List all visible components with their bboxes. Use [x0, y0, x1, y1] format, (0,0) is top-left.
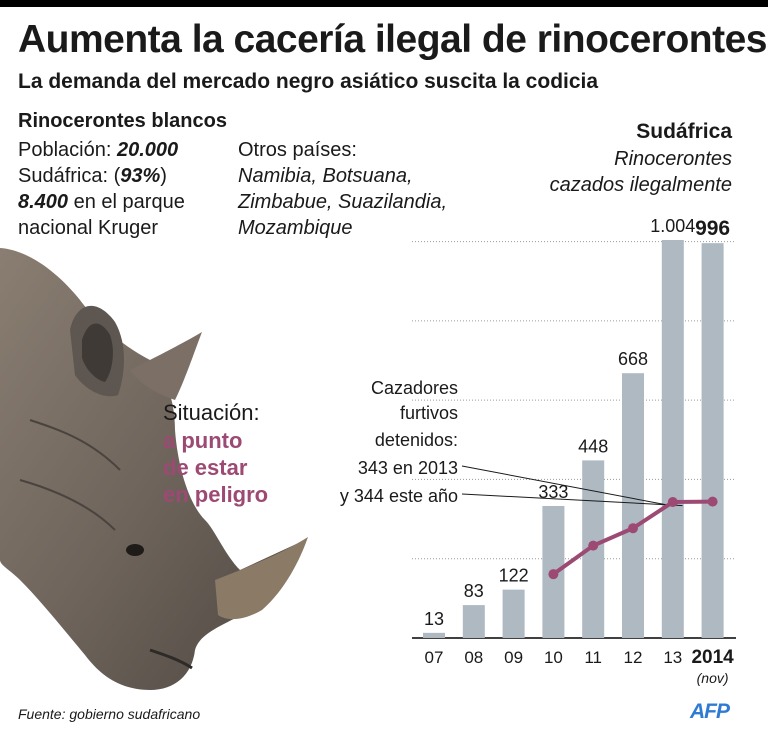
population-value: 20.000: [116, 139, 179, 161]
kruger-line: 8.400 en el parque: [18, 189, 185, 215]
x-tick-label: 13: [663, 648, 682, 667]
x-tick-label: 12: [624, 648, 643, 667]
bar: [701, 243, 724, 638]
bar-value-label: 333: [538, 482, 568, 502]
arrests-line: [548, 496, 718, 580]
kruger-text-1: en el parque: [68, 191, 185, 213]
info-heading: Rinocerontes blancos: [18, 110, 227, 132]
kruger-text-2: nacional Kruger: [18, 217, 159, 239]
arrests-point: [707, 496, 718, 507]
x-tick-label: 08: [464, 648, 483, 667]
other-countries-line-2: Zimbabue, Suazilandia,: [238, 191, 448, 213]
arrests-point: [667, 497, 678, 508]
bar: [622, 373, 644, 638]
bar-value-label: 448: [578, 436, 608, 456]
kruger-value: 8.400: [18, 191, 69, 213]
bar: [423, 632, 445, 638]
chart-grid: [412, 241, 736, 639]
south-africa-label: Sudáfrica: (: [18, 165, 121, 187]
chart-labels: 13 07 83 08 122 09 333 10 448 11 668 12 1.004 13 996 20…: [424, 216, 734, 686]
arrests-label-3: detenidos:: [374, 430, 458, 450]
arrests-label-4: 343 en 2013: [357, 458, 458, 478]
population-line: Población: 20.000: [18, 137, 178, 163]
x-tick-note: (nov): [697, 670, 729, 686]
chart-title: Sudáfrica: [636, 120, 732, 143]
source-note: Fuente: gobierno sudafricano: [18, 706, 201, 722]
x-tick-label: 10: [544, 648, 563, 667]
bar-value-label: 122: [499, 566, 529, 586]
page-title: Aumenta la cacería ilegal de rinoceronte…: [18, 18, 767, 61]
south-africa-value: 93%: [120, 165, 161, 187]
arrests-label-5: y 344 este año: [339, 486, 458, 506]
bar-value-label: 1.004: [650, 216, 695, 236]
arrests-point: [548, 569, 559, 580]
afp-logo: AFP: [690, 700, 730, 723]
x-tick-label: 07: [425, 648, 444, 667]
other-countries-line-1: Namibia, Botsuana,: [238, 165, 413, 187]
population-label: Población:: [18, 139, 112, 161]
rhino-wrinkle-2: [19, 479, 116, 531]
bar-value-label: 996: [695, 217, 730, 240]
chart-subtitle-2: cazados ilegalmente: [549, 174, 732, 196]
arrests-connectors: [461, 465, 683, 507]
rhino-mouth-shape: [149, 648, 193, 670]
other-countries-label: Otros países:: [238, 139, 357, 161]
status-value-line-3: en peligro: [163, 482, 269, 507]
status-value-line-2: de estar: [163, 455, 248, 480]
page-subtitle: La demanda del mercado negro asiático su…: [18, 70, 599, 93]
status-label: Situación:: [163, 400, 260, 425]
x-tick-label: 09: [504, 648, 523, 667]
rhino-back-horn-shape: [130, 332, 202, 400]
x-tick-label: 11: [584, 648, 602, 667]
arrests-point: [588, 540, 599, 551]
rhino-eye-shape: [126, 544, 144, 556]
bar-value-label: 83: [464, 581, 484, 601]
bar-value-label: 13: [424, 609, 444, 629]
status-value-line-1: a punto: [163, 428, 243, 453]
south-africa-line: Sudáfrica: (93%): [18, 163, 167, 189]
top-bar: [0, 0, 768, 7]
arrests-label-2: furtivos: [399, 403, 458, 423]
chart-subtitle-1: Rinocerontes: [614, 148, 732, 170]
arrests-connector-2013: [461, 465, 673, 507]
rhino-front-horn-shape: [215, 537, 308, 620]
chart-bars: [423, 240, 724, 638]
other-countries-line-3: Mozambique: [238, 217, 353, 239]
x-tick-label: 2014: [691, 647, 734, 668]
bar: [502, 589, 525, 638]
south-africa-close: ): [160, 165, 167, 187]
arrests-label-1: Cazadores: [370, 378, 458, 398]
bar: [661, 240, 684, 638]
arrests-point: [628, 523, 638, 534]
rhino-ear-inner: [82, 323, 113, 382]
arrests-connector-2014: [461, 493, 683, 507]
bar-value-label: 668: [618, 349, 648, 369]
bar: [462, 605, 485, 638]
rhino-wrinkle-1: [29, 419, 121, 471]
